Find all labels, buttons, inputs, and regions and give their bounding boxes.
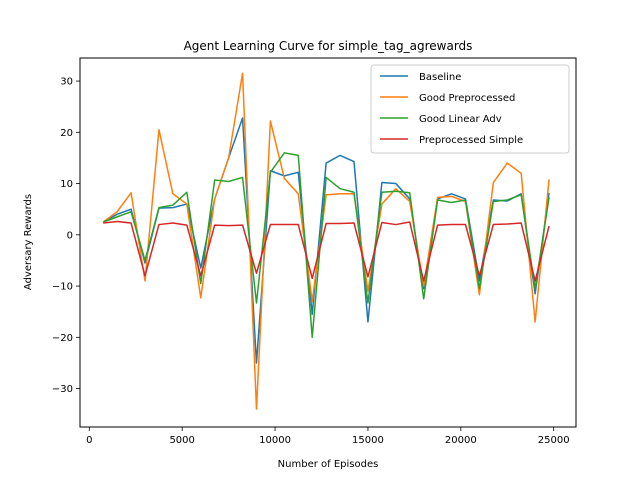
- legend-box: [370, 64, 570, 154]
- y-axis-label: Adversary Rewards: [23, 194, 34, 290]
- series-line-3: [103, 220, 550, 282]
- plot-lines: [102, 72, 550, 410]
- x-tick-label: 15000: [352, 435, 384, 446]
- y-axis-ticks: −30 −20 −10 0 10 20 30: [52, 77, 80, 395]
- legend-entry-label: Baseline: [419, 72, 461, 83]
- x-tick-label: 25000: [538, 435, 570, 446]
- legend: Baseline Good Preprocessed Good Linear Adv…: [370, 64, 570, 154]
- y-tick-label: −30: [52, 384, 73, 395]
- x-axis-ticks: 0 5000 10000 15000 20000 25000: [86, 427, 570, 446]
- x-tick-label: 0: [86, 435, 92, 446]
- plot-frame: [79, 57, 577, 428]
- y-tick-label: 0: [67, 230, 73, 241]
- y-tick-label: 20: [60, 128, 73, 139]
- series-line-0: [102, 117, 550, 364]
- x-tick-label: 5000: [169, 435, 194, 446]
- y-tick-label: 30: [60, 77, 73, 88]
- x-tick-label: 20000: [445, 435, 477, 446]
- x-tick-label: 10000: [259, 435, 291, 446]
- y-tick-label: 10: [60, 179, 73, 190]
- chart-title: Agent Learning Curve for simple_tag_agre…: [184, 39, 473, 53]
- x-axis-label: Number of Episodes: [278, 459, 379, 470]
- legend-entry-label: Good Preprocessed: [419, 93, 515, 104]
- legend-entry-label: Preprocessed Simple: [419, 135, 523, 146]
- y-tick-label: −20: [52, 333, 73, 344]
- legend-entry-label: Good Linear Adv: [419, 114, 502, 125]
- y-tick-label: −10: [52, 282, 73, 293]
